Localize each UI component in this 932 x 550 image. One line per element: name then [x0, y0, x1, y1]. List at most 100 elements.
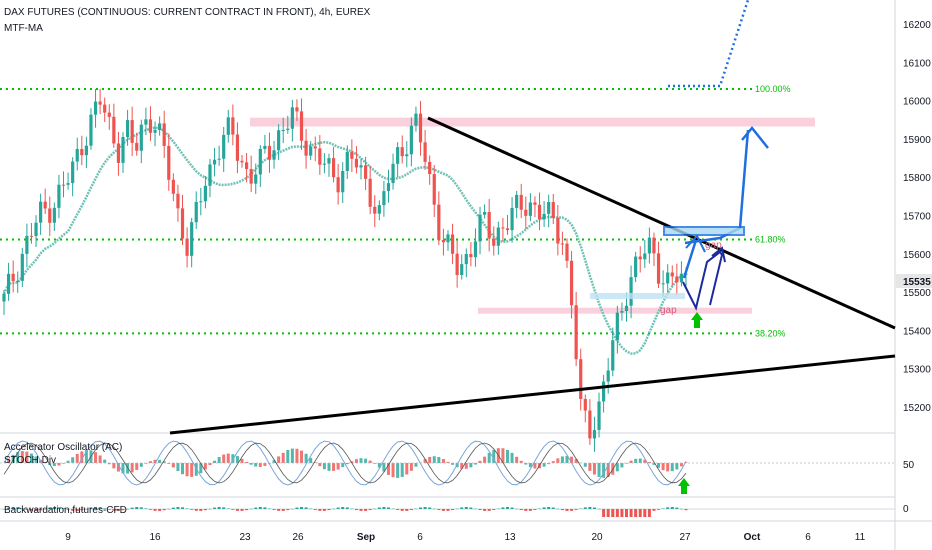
candle-4 — [20, 247, 24, 288]
candle-63 — [290, 99, 294, 142]
osc-bar-96 — [441, 459, 445, 463]
candle-16 — [75, 137, 79, 171]
osc-bar-87 — [400, 463, 404, 477]
gap-label-lower: gap — [660, 305, 677, 316]
bw-bar-77 — [354, 509, 358, 510]
bw-bar-138 — [634, 509, 638, 517]
osc-bar-67 — [309, 457, 313, 463]
bw-bar-128 — [588, 507, 592, 509]
bw-bar-49 — [226, 508, 230, 509]
osc-bar-146 — [670, 463, 674, 472]
projection-navy-head — [711, 246, 726, 263]
bw-bar-65 — [300, 507, 304, 509]
stoch-line-blue — [3, 440, 687, 486]
price-tick-15200: 15200 — [903, 403, 931, 414]
time-tick-11: 11 — [855, 532, 866, 543]
candle-117 — [537, 192, 542, 231]
projection-navy-zigzag — [682, 250, 724, 311]
bw-bar-69 — [318, 509, 322, 511]
candle-33 — [153, 121, 157, 147]
candle-22 — [103, 97, 107, 122]
osc-bar-129 — [592, 463, 596, 475]
candle-65 — [299, 98, 304, 150]
osc-bar-68 — [313, 462, 317, 463]
bw-bar-43 — [199, 509, 203, 511]
candle-58 — [267, 132, 272, 173]
bw-bar-16 — [75, 509, 79, 511]
bw-bar-19 — [89, 507, 93, 509]
candle-141 — [647, 227, 651, 264]
bw-bar-149 — [684, 509, 688, 511]
candle-32 — [148, 106, 153, 141]
osc-bar-111 — [510, 452, 514, 463]
osc-bar-20 — [94, 452, 98, 463]
osc-bar-119 — [547, 463, 551, 465]
osc-bar-4 — [20, 451, 24, 463]
osc-bar-11 — [52, 463, 56, 467]
candle-50 — [231, 104, 235, 146]
bw-bar-145 — [666, 507, 670, 509]
bw-bar-6 — [29, 509, 33, 511]
bw-bar-23 — [107, 509, 111, 510]
candle-23 — [107, 104, 111, 130]
candle-13 — [61, 171, 66, 198]
candle-131 — [602, 374, 606, 413]
osc-bar-144 — [661, 463, 665, 471]
osc-bar-45 — [208, 463, 212, 466]
osc-bar-79 — [364, 458, 368, 463]
bw-bar-25 — [116, 509, 120, 511]
osc-bar-104 — [478, 460, 482, 463]
gap-box — [590, 293, 685, 299]
price-axis[interactable]: 15200 15300 15400 15500 15600 15700 15800 15900… — [903, 20, 931, 414]
candle-0 — [2, 290, 6, 315]
time-axis[interactable]: 9 16 23 26 Sep 6 13 20 27 Oct 6 11 — [65, 532, 865, 543]
bw-bar-41 — [190, 509, 194, 510]
bw-bar-125 — [574, 509, 578, 510]
bw-bar-78 — [359, 509, 363, 511]
candle-40 — [185, 227, 189, 268]
bw-bar-3 — [16, 507, 20, 509]
candle-67 — [309, 140, 313, 161]
candle-14 — [66, 172, 70, 190]
osc-bar-100 — [460, 463, 464, 469]
candle-111 — [510, 197, 514, 243]
time-tick-10: 6 — [805, 532, 811, 543]
osc-bar-147 — [675, 463, 679, 470]
candle-77 — [354, 146, 359, 174]
candle-86 — [396, 142, 400, 178]
candle-92 — [423, 129, 427, 170]
candle-137 — [629, 265, 633, 319]
candle-42 — [194, 191, 198, 229]
osc-bar-13 — [62, 463, 66, 464]
bw-bar-99 — [455, 508, 459, 510]
descending-trendline — [427, 116, 896, 330]
bw-bar-105 — [483, 509, 487, 511]
osc-bar-85 — [391, 463, 395, 478]
candle-100 — [460, 254, 464, 280]
bw-bar-57 — [263, 507, 267, 509]
osc-bar-98 — [451, 463, 455, 465]
candle-28 — [130, 106, 134, 157]
osc-bar-63 — [290, 448, 294, 463]
bw-bar-86 — [396, 509, 400, 510]
candle-35 — [162, 110, 166, 159]
bw-bar-47 — [217, 507, 221, 509]
bw-bar-29 — [135, 507, 139, 509]
osc-bar-116 — [533, 463, 537, 469]
bw-bar-106 — [487, 509, 491, 511]
osc-bar-49 — [226, 453, 230, 463]
candle-147 — [675, 263, 679, 296]
candle-134 — [615, 305, 619, 354]
bw-bar-103 — [473, 508, 477, 510]
osc-bar-141 — [647, 461, 651, 463]
candle-20 — [93, 89, 98, 128]
candle-108 — [496, 221, 500, 255]
osc-bar-115 — [528, 463, 532, 468]
bw-bar-62 — [286, 509, 290, 511]
candle-51 — [235, 122, 240, 174]
candle-94 — [432, 165, 436, 217]
bw-bar-58 — [267, 508, 271, 510]
bw-bar-129 — [592, 507, 596, 509]
osc-bar-59 — [272, 460, 276, 463]
candle-2 — [11, 260, 15, 293]
